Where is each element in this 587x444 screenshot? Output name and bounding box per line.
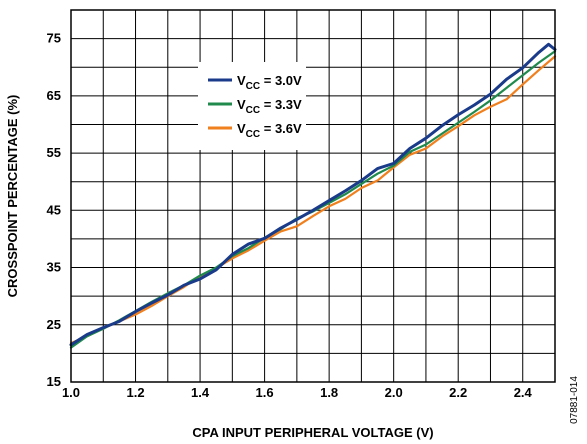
figure-id: 07881-014 bbox=[569, 376, 580, 424]
y-axis-title: CROSSPOINT PERCENTAGE (%) bbox=[5, 95, 20, 298]
y-tick-label: 75 bbox=[47, 31, 61, 46]
y-tick-label: 35 bbox=[47, 260, 61, 275]
series-line-3 bbox=[69, 55, 557, 345]
x-tick-label: 1.2 bbox=[126, 385, 144, 400]
grid bbox=[71, 10, 555, 382]
series-line-1 bbox=[69, 42, 557, 347]
y-tick-label: 25 bbox=[47, 317, 61, 332]
y-tick-label: 45 bbox=[47, 202, 61, 217]
legend: VCC = 3.0V VCC = 3.3V VCC = 3.6V bbox=[198, 62, 306, 150]
legend-label: VCC = 3.3V bbox=[237, 97, 302, 116]
x-tick-label: 2.4 bbox=[514, 385, 533, 400]
x-axis-title: CPA INPUT PERIPHERAL VOLTAGE (V) bbox=[192, 425, 433, 440]
x-tick-label: 1.8 bbox=[320, 385, 338, 400]
tick-labels: 1.0 1.2 1.4 1.6 1.8 2.0 2.2 2.4 15 25 35 45 55 65 75 bbox=[47, 31, 533, 400]
x-tick-label: 1.6 bbox=[256, 385, 274, 400]
y-tick-label: 65 bbox=[47, 88, 61, 103]
y-tick-label: 55 bbox=[47, 145, 61, 160]
legend-label: VCC = 3.6V bbox=[237, 121, 302, 140]
x-tick-label: 1.0 bbox=[62, 385, 80, 400]
legend-background bbox=[198, 62, 306, 150]
legend-label: VCC = 3.0V bbox=[237, 73, 302, 92]
series-lines bbox=[69, 42, 557, 349]
plot-frame bbox=[70, 9, 556, 383]
y-tick-label: 15 bbox=[47, 374, 61, 389]
x-tick-label: 2.0 bbox=[385, 385, 403, 400]
x-tick-label: 1.4 bbox=[191, 385, 210, 400]
x-tick-label: 2.2 bbox=[449, 385, 467, 400]
